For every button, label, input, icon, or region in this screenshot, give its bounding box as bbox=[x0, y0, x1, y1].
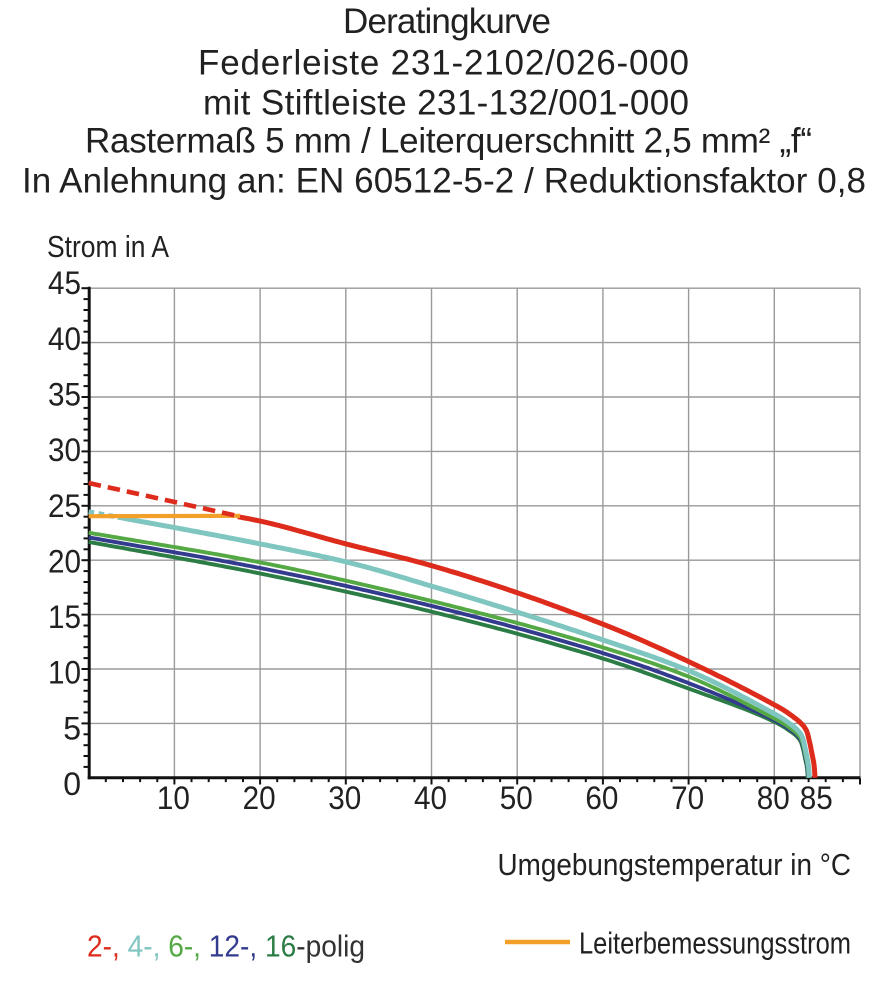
svg-text:30: 30 bbox=[328, 780, 361, 816]
svg-text:20: 20 bbox=[243, 780, 276, 816]
svg-text:20: 20 bbox=[48, 543, 81, 579]
svg-text:Leiterbemessungsstrom: Leiterbemessungsstrom bbox=[579, 926, 851, 961]
svg-text:2-, 4-, 6-, 12-, 16-polig: 2-, 4-, 6-, 12-, 16-polig bbox=[87, 929, 365, 964]
svg-text:Strom in A: Strom in A bbox=[47, 229, 169, 264]
svg-text:Deratingkurve: Deratingkurve bbox=[343, 2, 551, 41]
svg-text:80: 80 bbox=[757, 780, 790, 816]
svg-text:Federleiste 231-2102/026-000: Federleiste 231-2102/026-000 bbox=[198, 44, 689, 83]
svg-text:10: 10 bbox=[157, 780, 190, 816]
svg-text:In Anlehnung an: EN 60512-5-2: In Anlehnung an: EN 60512-5-2 / Reduktio… bbox=[22, 162, 866, 201]
svg-text:15: 15 bbox=[48, 599, 81, 635]
svg-text:60: 60 bbox=[585, 780, 618, 816]
svg-text:40: 40 bbox=[414, 780, 447, 816]
svg-text:mit Stiftleiste 231-132/001-00: mit Stiftleiste 231-132/001-000 bbox=[203, 84, 689, 123]
svg-text:70: 70 bbox=[671, 780, 704, 816]
svg-text:85: 85 bbox=[800, 780, 833, 816]
svg-text:Umgebungstemperatur in °C: Umgebungstemperatur in °C bbox=[498, 847, 852, 882]
svg-text:45: 45 bbox=[48, 265, 81, 301]
svg-text:5: 5 bbox=[63, 710, 81, 746]
svg-text:35: 35 bbox=[48, 377, 81, 413]
svg-text:50: 50 bbox=[500, 780, 533, 816]
svg-text:30: 30 bbox=[48, 432, 81, 468]
svg-text:40: 40 bbox=[48, 321, 81, 357]
svg-text:0: 0 bbox=[63, 766, 81, 802]
svg-text:Rastermaß 5 mm / Leiterquersch: Rastermaß 5 mm / Leiterquerschnitt 2,5 m… bbox=[85, 122, 812, 161]
svg-text:25: 25 bbox=[48, 488, 81, 524]
svg-text:10: 10 bbox=[48, 655, 81, 691]
